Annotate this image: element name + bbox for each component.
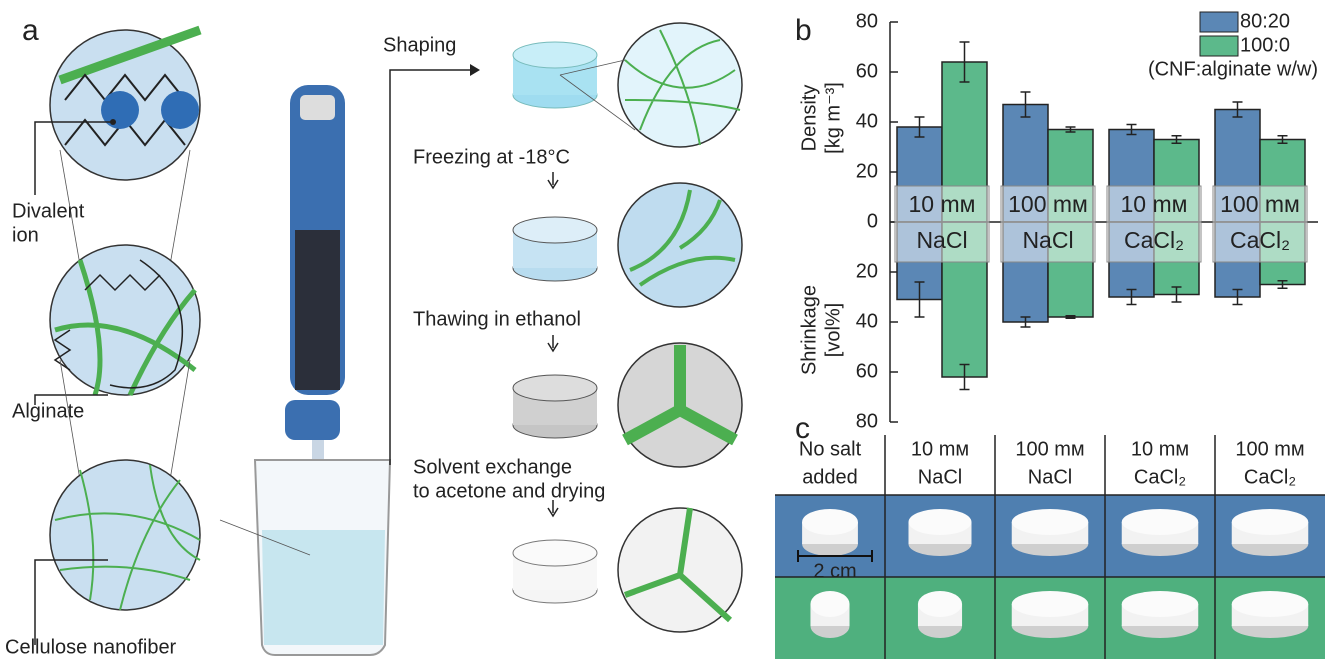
legend-label: 100:0 — [1240, 34, 1290, 56]
sample-photo — [1121, 509, 1199, 535]
step-label: Solvent exchange — [413, 456, 572, 478]
label: Alginate — [12, 400, 84, 422]
column-header: CaCl₂ — [1244, 466, 1296, 488]
error-bar — [1232, 288, 1243, 306]
column-header: No salt — [799, 438, 862, 460]
error-bar — [1126, 123, 1137, 136]
step-label: Thawing in ethanol — [413, 308, 581, 330]
sample-photo — [1011, 509, 1089, 535]
panel-a-diagram — [34, 25, 480, 656]
error-bar — [914, 281, 925, 318]
category-label: CaCl₂ — [1124, 227, 1184, 253]
axis-label: [kg m⁻³] — [822, 82, 844, 154]
y-tick-label: 80 — [856, 10, 878, 32]
sample-photo — [1231, 509, 1309, 535]
sample-photo — [908, 509, 972, 535]
step-label: to acetone and drying — [413, 480, 605, 502]
error-bar — [959, 363, 970, 391]
y-tick-label: 20 — [856, 160, 878, 182]
category-label: 10 mм — [1121, 191, 1188, 217]
error-bar — [1065, 126, 1076, 133]
category-label: CaCl₂ — [1230, 227, 1290, 253]
legend-swatch — [1199, 35, 1239, 57]
axis-label: [vol%] — [822, 303, 844, 357]
axis-label: Density — [798, 85, 820, 152]
category-label: NaCl — [916, 227, 967, 253]
sample-photo — [810, 591, 850, 617]
error-bar — [959, 41, 970, 83]
category-box — [1000, 185, 1096, 263]
category-label: NaCl — [1022, 227, 1073, 253]
category-box — [894, 185, 990, 263]
step-label: Freezing at -18°C — [413, 146, 570, 168]
panel-letter: a — [22, 14, 39, 47]
axis-label: Shrinkage — [798, 285, 820, 375]
category-label: 10 mм — [909, 191, 976, 217]
error-bar — [914, 116, 925, 138]
legend-swatch — [1199, 11, 1239, 33]
error-bar — [1171, 135, 1182, 144]
scale-label: 2 cm — [813, 560, 856, 582]
label: Cellulose nanofiber — [5, 636, 177, 658]
error-bar — [1171, 286, 1182, 303]
legend-note: (CNF:alginate w/w) — [1148, 58, 1318, 80]
sample-photo — [917, 591, 963, 617]
error-bar — [1020, 91, 1031, 118]
error-bar — [1126, 288, 1137, 306]
column-header: 100 mм — [1015, 438, 1084, 460]
column-header: 100 mм — [1235, 438, 1304, 460]
y-tick-label: 60 — [856, 60, 878, 82]
error-bar — [1232, 101, 1243, 118]
category-label: 100 mм — [1220, 191, 1300, 217]
scale-bar — [797, 550, 873, 562]
label: Divalent — [12, 200, 85, 222]
sample-photo — [1011, 591, 1089, 617]
category-label: 100 mм — [1008, 191, 1088, 217]
error-bar — [1020, 316, 1031, 328]
error-bar — [1277, 135, 1288, 144]
sample-photo — [1121, 591, 1199, 617]
category-box — [1212, 185, 1308, 263]
sample-photo — [1231, 591, 1309, 617]
column-header: 10 mм — [911, 438, 969, 460]
category-box — [1106, 185, 1202, 263]
error-bar — [1277, 280, 1288, 289]
panel-letter: c — [795, 412, 810, 445]
label: ion — [12, 224, 39, 246]
column-header: 10 mм — [1131, 438, 1189, 460]
column-header: NaCl — [918, 466, 962, 488]
legend-label: 80:20 — [1240, 10, 1290, 32]
y-tick-label: 80 — [856, 410, 878, 432]
error-bar — [1065, 315, 1076, 319]
y-tick-label: 0 — [867, 210, 878, 232]
y-tick-label: 40 — [856, 310, 878, 332]
process-steps — [512, 22, 743, 633]
y-tick-label: 40 — [856, 110, 878, 132]
step-label: Shaping — [383, 34, 456, 56]
photo-table: cNo salt added 10 mм NaCl 100 mм NaCl 10 mм CaC… — [775, 412, 1325, 659]
density-shrinkage-chart: b 0 20 40 60 80 20 40 60 80 Density [kg m⁻³] Shrinka… — [795, 10, 1318, 432]
column-header: NaCl — [1028, 466, 1072, 488]
panel-letter: b — [795, 14, 812, 47]
sample-photo — [802, 509, 858, 535]
column-header: added — [802, 466, 858, 488]
y-tick-label: 60 — [856, 360, 878, 382]
y-tick-label: 20 — [856, 260, 878, 282]
column-header: CaCl₂ — [1134, 466, 1186, 488]
